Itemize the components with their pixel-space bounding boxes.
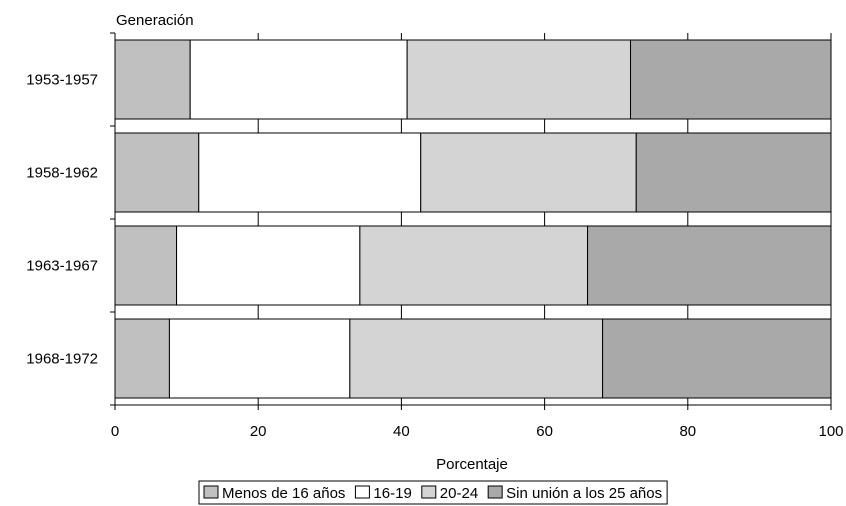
bar-segment [168, 318, 351, 399]
x-axis-title: Porcentaje [436, 456, 508, 473]
bar-segment [406, 39, 632, 120]
legend-label: 20-24 [440, 485, 478, 502]
bar-segment [114, 225, 178, 306]
legend-swatch [421, 485, 437, 499]
x-tick-label: 100 [818, 423, 843, 440]
bar-segment [359, 225, 589, 306]
bars [114, 39, 832, 399]
legend-label: Sin unión a los 25 años [506, 485, 662, 502]
x-tick-labels: 0 20 40 60 80 100 [111, 423, 844, 440]
bar-segment [114, 39, 191, 120]
y-tick-labels: 1953-1957 1958-1962 1963-1967 1968-1972 [26, 72, 98, 368]
legend-swatch [354, 485, 370, 499]
bar-segment [630, 39, 832, 120]
y-tick-label: 1963-1967 [26, 258, 98, 275]
bar-segment [198, 132, 422, 213]
legend-swatch [487, 485, 503, 499]
x-tick-label: 20 [250, 423, 267, 440]
legend-swatch [203, 485, 219, 499]
y-axis-title: Generación [116, 12, 194, 29]
axes [110, 32, 832, 410]
bar-segment [587, 225, 832, 306]
bar-segment [420, 132, 637, 213]
y-tick-label: 1953-1957 [26, 72, 98, 89]
y-tick-label: 1958-1962 [26, 165, 98, 182]
legend: Menos de 16 años 16-19 20-24 Sin unión a lo… [198, 480, 668, 505]
x-tick-label: 0 [111, 423, 119, 440]
x-tick-label: 40 [393, 423, 410, 440]
bar-segment [635, 132, 832, 213]
bar-segment [602, 318, 832, 399]
x-tick-label: 80 [679, 423, 696, 440]
y-tick-label: 1968-1972 [26, 351, 98, 368]
legend-label: 16-19 [373, 485, 411, 502]
bar-segment [189, 39, 408, 120]
bar-segment [114, 132, 200, 213]
legend-label: Menos de 16 años [222, 485, 345, 502]
x-tick-label: 60 [536, 423, 553, 440]
bar-segment [114, 318, 170, 399]
bar-segment [349, 318, 604, 399]
bar-segment [176, 225, 361, 306]
